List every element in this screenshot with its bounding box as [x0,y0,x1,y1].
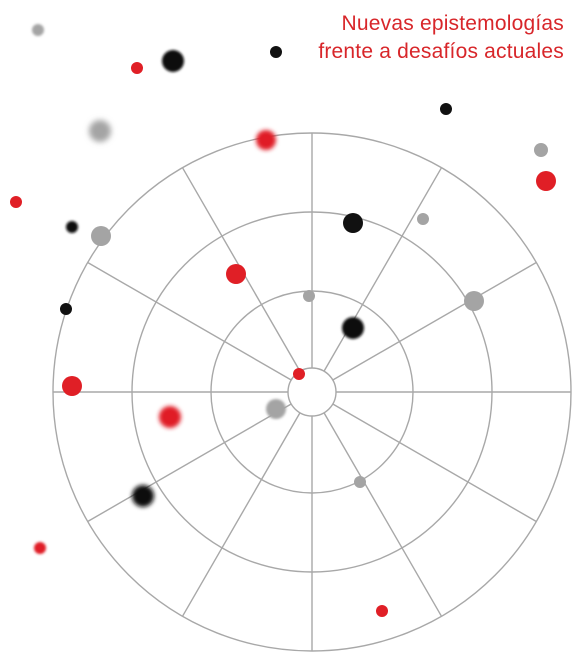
black-dot [60,303,72,315]
grid-spoke [332,403,537,523]
grid-spoke [323,412,443,617]
red-dot [34,542,46,554]
gray-dot [266,399,286,419]
gray-dot [534,143,548,157]
grid-spoke [181,412,301,617]
black-dot [342,317,364,339]
title: Nuevas epistemologías frente a desafíos … [318,10,564,66]
black-dot [132,485,154,507]
gray-dot [354,476,366,488]
gray-dot [417,213,429,225]
grid-spoke [87,403,292,523]
black-dot [162,50,184,72]
red-dot [131,62,143,74]
red-dot [256,130,276,150]
red-dot [62,376,82,396]
polar-grid [52,132,572,652]
gray-dot [303,290,315,302]
grid-spoke [323,167,443,372]
red-dot [293,368,305,380]
gray-dot [464,291,484,311]
grid-spoke [87,261,292,381]
red-dot [226,264,246,284]
title-line-1: Nuevas epistemologías [341,12,564,35]
black-dot [66,221,78,233]
black-dot [343,213,363,233]
red-dot [10,196,22,208]
gray-dot [89,120,111,142]
red-dot [376,605,388,617]
black-dot [440,103,452,115]
gray-dot [32,24,44,36]
black-dot [270,46,282,58]
title-line-2: frente a desafíos actuales [318,40,564,63]
red-dot [159,406,181,428]
grid-spoke [332,261,537,381]
dots [10,24,556,617]
gray-dot [91,226,111,246]
red-dot [536,171,556,191]
